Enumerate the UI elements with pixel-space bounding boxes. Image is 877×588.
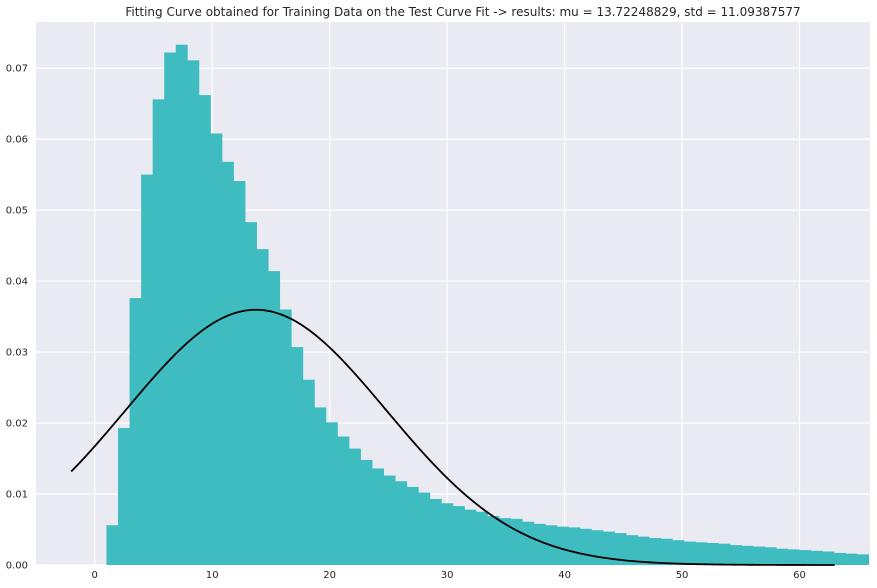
histogram-bar xyxy=(291,347,304,565)
x-tick-label: 50 xyxy=(676,570,689,581)
histogram-bar xyxy=(591,530,604,565)
histogram-bar xyxy=(395,481,408,565)
histogram-bar xyxy=(499,518,512,565)
histogram-bar xyxy=(452,506,465,565)
histogram-bar xyxy=(787,549,800,565)
histogram-bar xyxy=(164,52,177,566)
histogram-bar xyxy=(487,516,500,565)
histogram-bar xyxy=(614,533,627,565)
x-tick-label: 0 xyxy=(92,570,98,581)
x-tick-label: 20 xyxy=(323,570,336,581)
histogram-bar xyxy=(475,511,488,565)
chart-title: Fitting Curve obtained for Training Data… xyxy=(125,5,800,19)
histogram-bar xyxy=(314,407,327,565)
histogram-bar xyxy=(302,379,315,565)
histogram-bar xyxy=(106,525,119,565)
histogram-bar xyxy=(764,547,777,565)
histogram-bar xyxy=(245,222,257,565)
y-tick-label: 0.00 xyxy=(6,561,28,572)
histogram-bar xyxy=(441,503,454,565)
histogram-bar xyxy=(233,180,246,565)
y-tick-label: 0.02 xyxy=(6,419,28,430)
y-axis-ticks: 0.00 0.01 0.02 0.03 0.04 0.05 0.06 0.07 xyxy=(6,64,28,572)
histogram-bar xyxy=(464,509,477,565)
histogram-bar xyxy=(660,538,673,565)
histogram-bar xyxy=(141,174,154,565)
histogram-bars xyxy=(106,44,869,566)
histogram-bar xyxy=(522,521,535,565)
x-tick-label: 60 xyxy=(793,570,806,581)
histogram-bar xyxy=(579,528,592,565)
histogram-bar xyxy=(118,428,130,565)
histogram-bar xyxy=(857,554,869,565)
histogram-bar xyxy=(626,535,639,565)
y-tick-label: 0.06 xyxy=(6,135,28,146)
histogram-bar xyxy=(187,60,200,566)
histogram-bar xyxy=(672,540,685,565)
histogram-bar xyxy=(418,492,431,565)
histogram-bar xyxy=(730,545,742,565)
histogram-bar xyxy=(810,550,823,565)
y-tick-label: 0.03 xyxy=(6,348,28,359)
fit-curve xyxy=(70,308,835,566)
histogram-bar xyxy=(718,543,731,565)
histogram-bar xyxy=(198,95,211,565)
x-tick-label: 40 xyxy=(558,570,571,581)
histogram-bar xyxy=(776,548,789,565)
histogram-bar xyxy=(695,542,708,565)
histogram-bar xyxy=(210,133,223,565)
histogram-bar xyxy=(649,538,662,565)
histogram-bar xyxy=(348,448,361,565)
histogram-bar xyxy=(360,459,373,565)
histogram-bar xyxy=(510,518,523,565)
histogram-bar xyxy=(556,526,569,565)
histogram-bar xyxy=(533,523,546,565)
histogram-bar xyxy=(129,298,142,565)
histogram-bar xyxy=(833,552,846,565)
histogram-bar xyxy=(221,161,234,566)
histogram-bar xyxy=(152,99,165,566)
y-tick-label: 0.01 xyxy=(6,490,28,501)
histogram-bar xyxy=(845,553,858,565)
histogram-bar xyxy=(175,44,188,565)
y-tick-label: 0.07 xyxy=(6,64,28,75)
histogram-bar xyxy=(372,468,385,565)
histogram-bar xyxy=(602,531,615,565)
histogram-bar xyxy=(268,271,281,565)
y-tick-label: 0.05 xyxy=(6,206,28,217)
histogram-bar xyxy=(256,249,269,565)
y-tick-label: 0.04 xyxy=(6,277,28,288)
histogram-bar xyxy=(406,486,419,565)
histogram-bar xyxy=(568,527,581,565)
histogram-bar xyxy=(683,541,696,565)
histogram-bar xyxy=(279,309,292,565)
x-tick-label: 10 xyxy=(206,570,219,581)
histogram-bar xyxy=(637,536,650,565)
histogram-bar xyxy=(741,545,754,565)
x-axis-ticks: 0 10 20 30 40 50 60 xyxy=(92,570,806,581)
histogram-bar xyxy=(799,550,812,565)
histogram-bar xyxy=(325,422,338,565)
histogram-bar xyxy=(822,551,835,565)
histogram-bar xyxy=(337,436,350,565)
x-tick-label: 30 xyxy=(441,570,454,581)
histogram-bar xyxy=(383,475,396,565)
histogram-bar xyxy=(429,498,442,565)
histogram-bar xyxy=(753,546,766,565)
histogram-bar xyxy=(706,542,719,565)
